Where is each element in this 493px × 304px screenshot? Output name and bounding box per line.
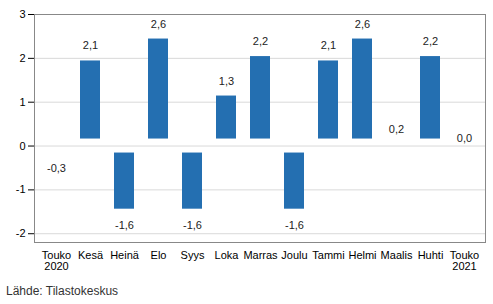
svg-text:-0,3: -0,3 — [47, 162, 66, 174]
svg-text:1,3: 1,3 — [219, 75, 234, 87]
svg-text:3: 3 — [19, 8, 25, 20]
svg-text:Helmi: Helmi — [348, 249, 376, 261]
svg-text:Joulu: Joulu — [281, 249, 307, 261]
svg-text:Huhti: Huhti — [418, 249, 444, 261]
svg-text:Elo: Elo — [151, 249, 167, 261]
svg-text:2,1: 2,1 — [321, 39, 336, 51]
svg-text:0,2: 0,2 — [389, 123, 404, 135]
svg-text:Marras: Marras — [243, 249, 278, 261]
svg-text:0: 0 — [19, 140, 25, 152]
svg-text:1: 1 — [19, 96, 25, 108]
svg-text:-1,6: -1,6 — [183, 219, 202, 231]
svg-text:0,0: 0,0 — [457, 132, 472, 144]
svg-text:-1: -1 — [16, 183, 26, 195]
svg-text:-1,6: -1,6 — [285, 219, 304, 231]
svg-text:2: 2 — [19, 52, 25, 64]
svg-text:Maalis: Maalis — [381, 249, 413, 261]
svg-text:Syys: Syys — [181, 249, 205, 261]
svg-text:2,1: 2,1 — [83, 39, 98, 51]
svg-text:2,6: 2,6 — [355, 18, 370, 30]
svg-text:Touko2020: Touko2020 — [42, 249, 71, 272]
svg-text:2,6: 2,6 — [151, 18, 166, 30]
svg-text:-2: -2 — [16, 227, 26, 239]
svg-text:Kesä: Kesä — [78, 249, 104, 261]
svg-text:Loka: Loka — [215, 249, 240, 261]
svg-text:Tammi: Tammi — [312, 249, 344, 261]
svg-text:2,2: 2,2 — [423, 35, 438, 47]
svg-text:2,2: 2,2 — [253, 35, 268, 47]
svg-text:Heinä: Heinä — [110, 249, 140, 261]
html-text:Lähde: Tilastokeskus: Lähde: Tilastokeskus — [6, 284, 119, 298]
svg-text:-1,6: -1,6 — [115, 219, 134, 231]
svg-text:Touko2021: Touko2021 — [450, 249, 479, 272]
